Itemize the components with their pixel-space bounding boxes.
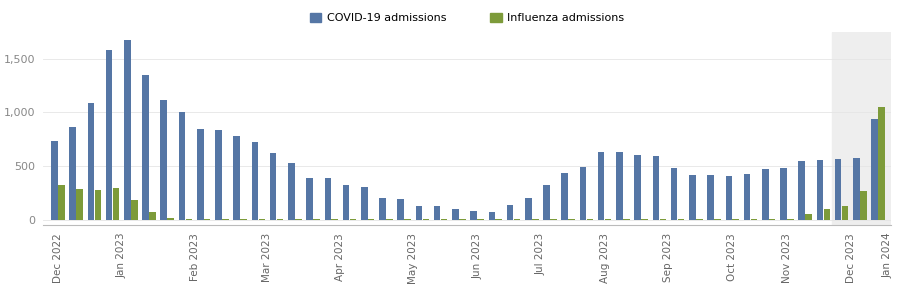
Bar xyxy=(343,185,349,220)
Bar xyxy=(823,209,830,220)
Bar xyxy=(532,219,538,220)
Bar xyxy=(798,161,805,220)
Bar xyxy=(769,219,775,220)
Bar xyxy=(733,219,739,220)
Bar xyxy=(288,163,294,220)
Bar xyxy=(696,219,702,220)
Bar xyxy=(295,219,301,220)
Bar xyxy=(569,219,575,220)
Legend: COVID-19 admissions, Influenza admissions: COVID-19 admissions, Influenza admission… xyxy=(305,8,629,28)
Bar xyxy=(495,219,502,220)
Bar xyxy=(562,173,568,220)
Bar xyxy=(452,209,458,220)
Bar xyxy=(762,169,769,220)
Bar xyxy=(94,190,101,220)
Bar xyxy=(69,128,76,220)
Bar xyxy=(477,219,483,220)
Bar xyxy=(507,205,513,220)
Bar xyxy=(689,175,695,220)
Bar xyxy=(525,198,532,220)
Bar xyxy=(306,178,313,220)
Bar xyxy=(714,219,721,220)
Bar xyxy=(397,199,404,220)
Bar xyxy=(434,206,440,220)
Bar xyxy=(598,152,605,220)
Bar xyxy=(270,153,276,220)
Bar xyxy=(405,219,411,220)
Bar xyxy=(143,75,149,220)
Bar xyxy=(459,219,466,220)
Bar xyxy=(678,219,684,220)
Bar xyxy=(708,175,714,220)
Bar xyxy=(587,219,593,220)
Bar xyxy=(787,219,794,220)
Bar xyxy=(51,141,57,220)
Bar xyxy=(871,119,878,220)
Bar xyxy=(726,176,732,220)
Bar xyxy=(878,107,884,220)
Bar xyxy=(240,219,247,220)
Bar xyxy=(514,219,520,220)
Bar xyxy=(252,143,258,220)
Bar xyxy=(277,219,283,220)
Bar xyxy=(368,219,374,220)
Bar xyxy=(313,219,320,220)
Bar xyxy=(422,219,429,220)
Bar xyxy=(806,214,812,220)
Bar xyxy=(653,156,659,220)
Bar xyxy=(168,218,174,220)
Bar xyxy=(470,211,477,220)
Bar xyxy=(332,219,338,220)
Bar xyxy=(233,136,240,220)
Bar xyxy=(579,167,587,220)
Bar xyxy=(744,174,750,220)
Bar xyxy=(58,185,65,220)
Bar xyxy=(605,219,612,220)
Bar xyxy=(860,191,867,220)
Bar xyxy=(780,168,787,220)
Bar xyxy=(197,128,204,220)
Bar xyxy=(616,151,623,220)
Bar xyxy=(550,219,557,220)
Bar xyxy=(832,32,893,225)
Bar xyxy=(186,219,192,220)
Bar xyxy=(179,112,186,220)
Bar xyxy=(215,130,222,220)
Bar xyxy=(853,158,859,220)
Bar xyxy=(131,200,137,220)
Bar xyxy=(816,160,823,220)
Bar xyxy=(258,219,266,220)
Bar xyxy=(671,168,677,220)
Bar xyxy=(350,219,356,220)
Bar xyxy=(415,206,422,220)
Bar xyxy=(841,206,849,220)
Bar xyxy=(623,219,630,220)
Bar xyxy=(325,179,331,220)
Bar xyxy=(659,219,666,220)
Bar xyxy=(641,219,648,220)
Bar xyxy=(634,156,641,220)
Bar xyxy=(76,189,83,220)
Bar xyxy=(835,159,841,220)
Bar xyxy=(361,187,368,220)
Bar xyxy=(222,219,229,220)
Bar xyxy=(544,185,550,220)
Bar xyxy=(204,219,211,220)
Bar xyxy=(113,188,119,220)
Bar xyxy=(751,219,757,220)
Bar xyxy=(88,103,94,220)
Bar xyxy=(149,212,156,220)
Bar xyxy=(379,198,386,220)
Bar xyxy=(106,50,112,220)
Bar xyxy=(124,41,131,220)
Bar xyxy=(440,219,448,220)
Bar xyxy=(489,212,495,220)
Bar xyxy=(386,219,393,220)
Bar xyxy=(161,100,167,220)
